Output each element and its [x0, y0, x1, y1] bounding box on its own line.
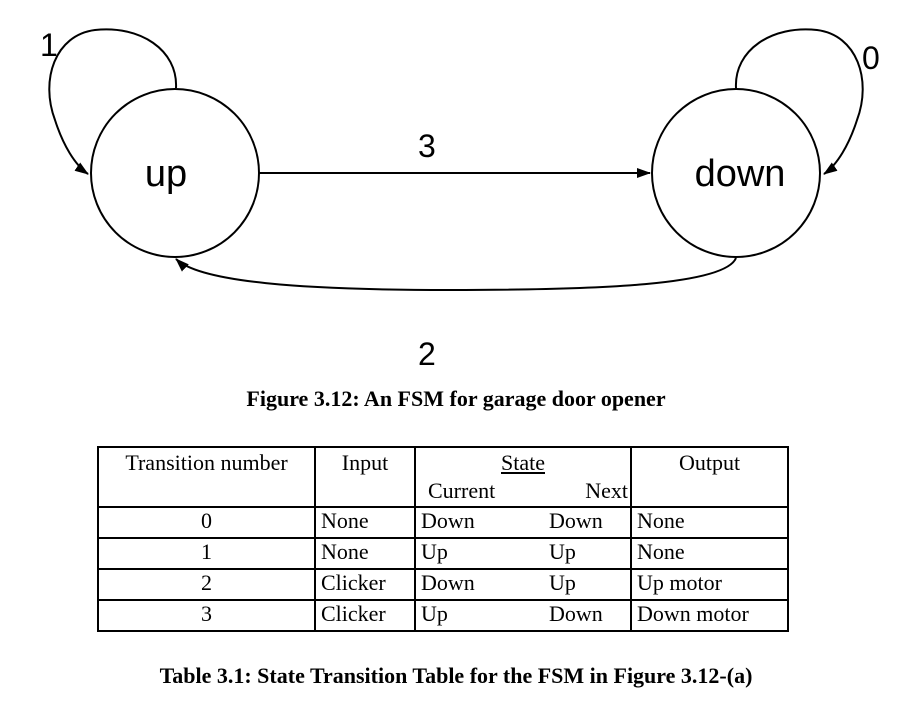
cell-output: None [630, 506, 789, 539]
state-up-label: up [145, 153, 187, 195]
header-output: Output [630, 446, 789, 508]
cell-output: Up motor [630, 568, 789, 601]
cell-current-state: Down [414, 568, 544, 601]
table-header-row: Transition number Input State Current Ne… [97, 446, 789, 508]
fsm-diagram: 1 0 3 2 up down [40, 27, 880, 372]
state-down-label: down [695, 153, 786, 195]
figure-caption: Figure 3.12: An FSM for garage door open… [246, 386, 666, 411]
table-row: 3 Clicker Up Down Down motor [97, 599, 789, 632]
self-loop-up-arrow [48, 28, 178, 175]
cell-next-state: Up [544, 537, 632, 570]
state-down-circle [651, 88, 821, 258]
self-loop-down-arrow [734, 28, 864, 175]
cell-next-state: Up [544, 568, 632, 601]
down-to-up-arrow [175, 257, 737, 292]
header-state-label: State [501, 450, 545, 475]
transition-label-3: 3 [418, 128, 436, 164]
table-caption: Table 3.1: State Transition Table for th… [159, 663, 753, 688]
state-transition-table: Transition number Input State Current Ne… [97, 446, 789, 632]
header-transition-number: Transition number [97, 446, 316, 508]
cell-current-state: Up [414, 599, 544, 632]
cell-input: None [314, 506, 416, 539]
transition-label-0: 0 [862, 40, 880, 76]
cell-current-state: Down [414, 506, 544, 539]
cell-input: None [314, 537, 416, 570]
cell-next-state: Down [544, 506, 632, 539]
state-up-circle [90, 88, 260, 258]
header-next: Next [585, 478, 628, 503]
cell-transition-number: 1 [97, 537, 316, 570]
cell-output: Down motor [630, 599, 789, 632]
table-row: 1 None Up Up None [97, 537, 789, 570]
header-current: Current [428, 478, 496, 503]
cell-transition-number: 3 [97, 599, 316, 632]
table-row: 0 None Down Down None [97, 506, 789, 539]
cell-transition-number: 0 [97, 506, 316, 539]
transition-label-2: 2 [418, 336, 436, 372]
cell-transition-number: 2 [97, 568, 316, 601]
table-body: 0 None Down Down None 1 None Up Up None 2 Clicker Do… [97, 506, 789, 632]
header-input: Input [314, 446, 416, 508]
transition-label-1: 1 [40, 27, 58, 63]
table-row: 2 Clicker Down Up Up motor [97, 568, 789, 601]
cell-input: Clicker [314, 568, 416, 601]
cell-next-state: Down [544, 599, 632, 632]
header-state: State Current Next [414, 446, 632, 508]
cell-input: Clicker [314, 599, 416, 632]
cell-current-state: Up [414, 537, 544, 570]
cell-output: None [630, 537, 789, 570]
